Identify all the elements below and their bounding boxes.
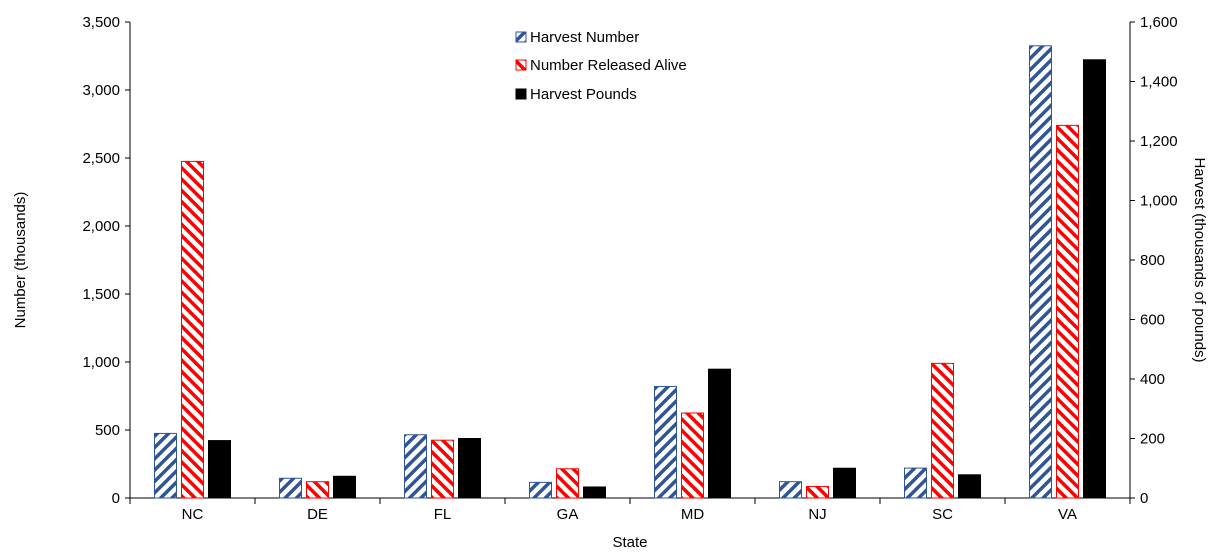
axes: 0 500 1,000 1,500 2,000 2,500 3,000 3,500 0 200 40… [82,14,1177,523]
bar-number-released-alive [306,481,329,499]
y2-axis-title: Harvest (thousands of pounds) [1191,157,1208,362]
y2-tick-label: 0 [1140,490,1148,507]
bar-harvest-number [904,467,927,499]
bar-number-released-alive [806,485,829,499]
bar-harvest-pounds [708,368,731,499]
bar-number-released-alive [181,160,204,499]
x-tick-label: SC [932,506,953,523]
legend-label-number-released-alive: Number Released Alive [530,57,687,74]
bar-harvest-number [1029,45,1052,499]
y2-tick-label: 1,400 [1140,74,1178,91]
y2-tick-label: 1,600 [1140,14,1178,31]
bar-number-released-alive [1056,124,1079,499]
x-tick-label: DE [307,506,328,523]
y-tick-label: 0 [112,490,120,507]
x-tick-label: GA [557,506,579,523]
bars [154,45,1106,499]
bar-harvest-pounds [833,467,856,499]
legend-swatch-harvest-pounds [515,88,527,100]
bar-harvest-pounds [208,440,231,499]
bar-number-released-alive [931,362,954,499]
legend-label-harvest-number: Harvest Number [530,29,639,46]
y2-tick-label: 600 [1140,312,1165,329]
bar-harvest-number [654,385,677,499]
legend: Harvest Number Number Released Alive Har… [515,29,687,103]
y-tick-label: 1,500 [82,286,120,303]
y-tick-label: 3,500 [82,14,120,31]
y-tick-label: 500 [95,422,120,439]
legend-swatch-number-released-alive [515,59,527,71]
bar-number-released-alive [681,412,704,499]
x-tick-label: VA [1058,506,1077,523]
x-tick-label: NJ [808,506,826,523]
y2-tick-label: 200 [1140,431,1165,448]
x-tick-label: NC [182,506,204,523]
bar-harvest-pounds [583,486,606,499]
x-axis-title: State [612,534,647,551]
legend-label-harvest-pounds: Harvest Pounds [530,86,637,103]
y-tick-label: 3,000 [82,82,120,99]
x-tick-label: FL [434,506,452,523]
y-tick-label: 2,000 [82,218,120,235]
bar-harvest-number [404,434,427,499]
bar-number-released-alive [556,468,579,499]
y2-tick-label: 800 [1140,252,1165,269]
bar-harvest-pounds [333,475,356,499]
bar-harvest-pounds [458,438,481,499]
x-tick-label: MD [681,506,704,523]
y-tick-label: 2,500 [82,150,120,167]
bar-harvest-number [529,481,552,499]
bar-harvest-number [154,432,177,499]
legend-swatch-harvest-number [515,31,527,43]
bar-harvest-pounds [1083,59,1106,499]
y2-tick-label: 1,000 [1140,193,1178,210]
bar-harvest-number [779,481,802,499]
y2-tick-label: 1,200 [1140,133,1178,150]
bar-number-released-alive [431,439,454,499]
y-axis-title: Number (thousands) [12,192,29,329]
bar-harvest-pounds [958,474,981,499]
y-tick-label: 1,000 [82,354,120,371]
y2-tick-label: 400 [1140,371,1165,388]
bar-harvest-number [279,477,302,499]
